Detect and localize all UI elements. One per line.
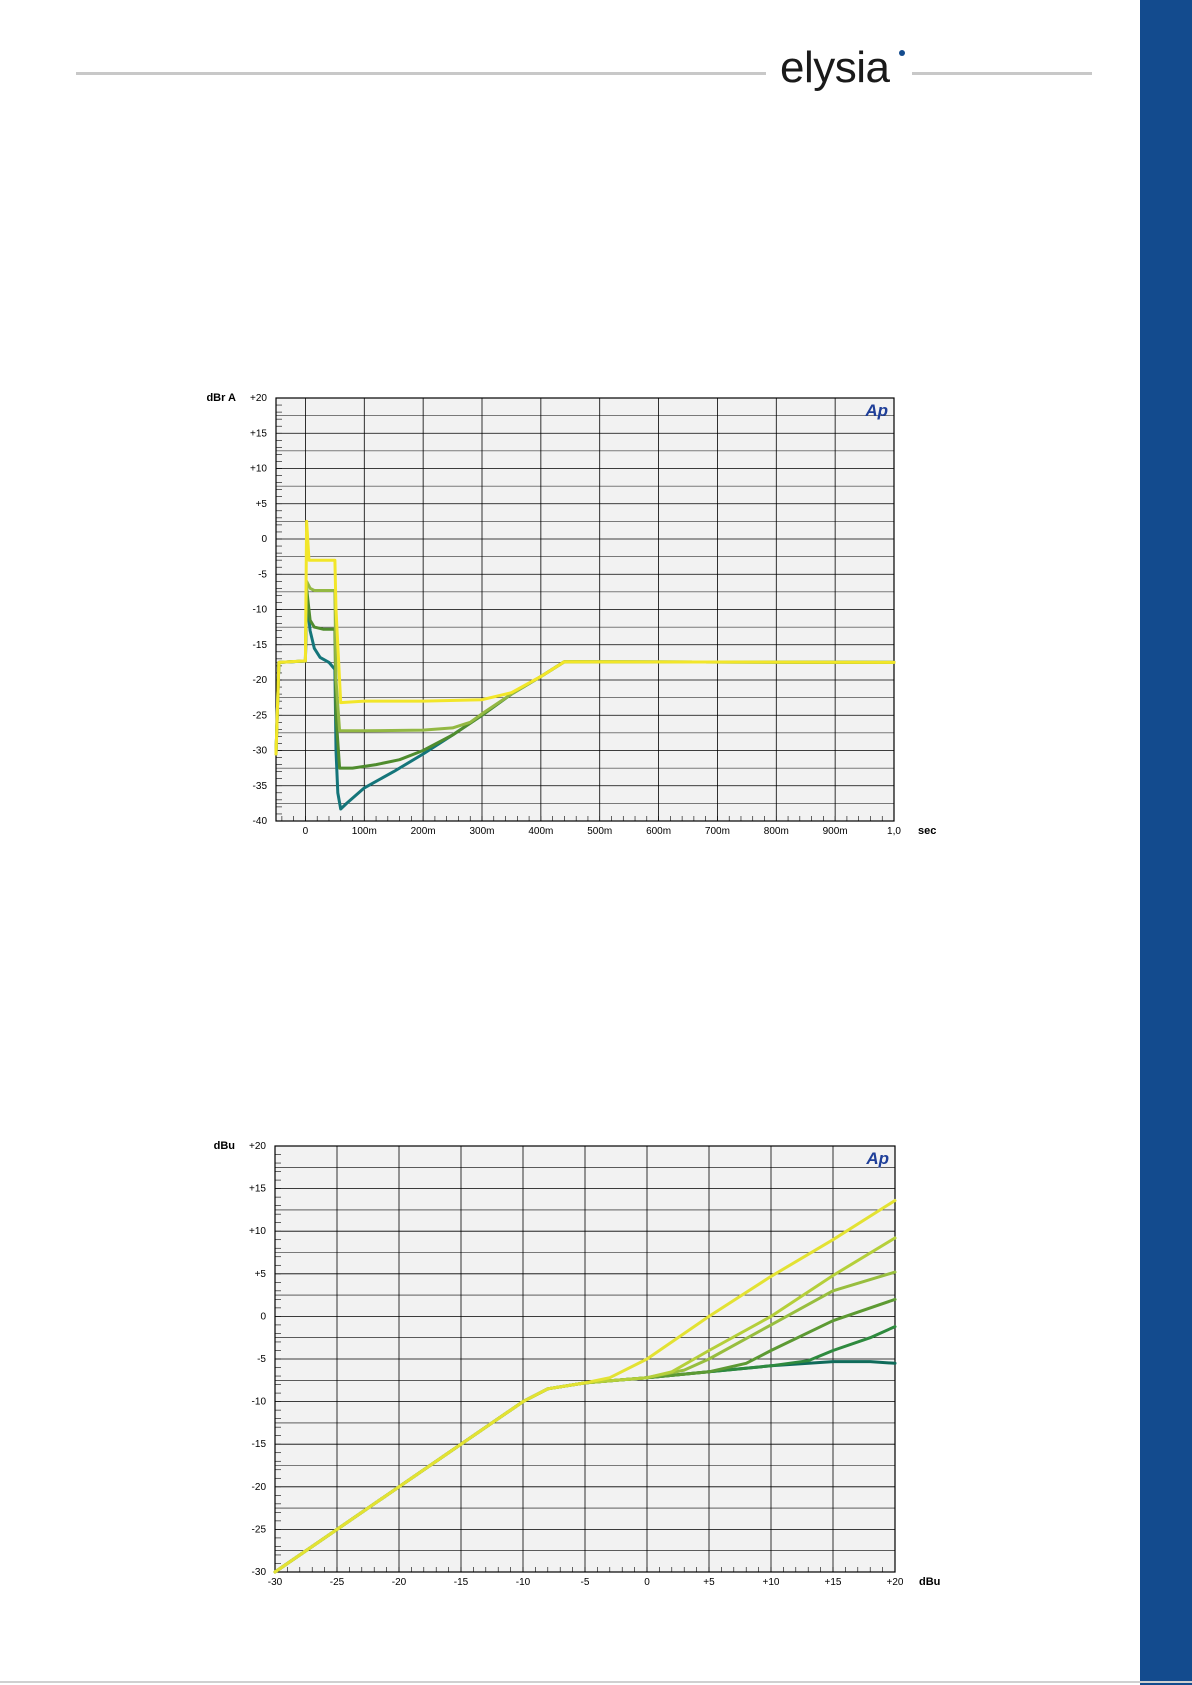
x-tick-label: 100m [352, 826, 377, 837]
y-tick-label: -30 [252, 1567, 267, 1578]
ap-watermark: Ap [864, 401, 888, 420]
y-tick-label: -15 [253, 640, 268, 651]
y-tick-label: -20 [253, 675, 268, 686]
x-tick-label: 900m [823, 826, 848, 837]
y-tick-label: -40 [253, 816, 268, 827]
x-tick-label: 600m [646, 826, 671, 837]
y-tick-label: -10 [253, 605, 268, 616]
x-tick-label: 500m [587, 826, 612, 837]
footer-rule [0, 1681, 1192, 1683]
logo-dot-icon [899, 50, 905, 56]
y-tick-label: -35 [253, 781, 268, 792]
brand-logo: elysia [780, 43, 890, 92]
y-tick-label: 0 [260, 1311, 266, 1322]
x-tick-label: -10 [516, 1577, 531, 1588]
x-tick-label: 1,0 [887, 826, 901, 837]
x-axis-label: sec [918, 825, 936, 837]
y-tick-label: -25 [252, 1524, 267, 1535]
series-line [274, 519, 896, 756]
header-rule-right [912, 72, 1092, 75]
y-tick-label: -5 [258, 569, 267, 580]
x-tick-label: -30 [268, 1577, 283, 1588]
y-tick-label: +20 [249, 1141, 266, 1152]
y-tick-label: +15 [249, 1184, 266, 1195]
x-tick-label: +5 [703, 1577, 715, 1588]
chart-attack-release-time: 0 100m 200m 300m 400m 500m 600m 700m 800m 900m 1,0… [206, 392, 936, 837]
x-tick-label: 800m [764, 826, 789, 837]
x-tick-label: +10 [763, 1577, 780, 1588]
series-line [273, 1199, 897, 1574]
x-tick-label: -5 [581, 1577, 590, 1588]
y-tick-label: +15 [250, 428, 267, 439]
y-tick-label: -5 [257, 1354, 266, 1365]
x-tick-label: 200m [411, 826, 436, 837]
y-tick-label: -20 [252, 1482, 267, 1493]
x-tick-label: 400m [528, 826, 553, 837]
x-tick-label: 700m [705, 826, 730, 837]
x-tick-label: -15 [454, 1577, 469, 1588]
x-tick-label: 300m [469, 826, 494, 837]
y-tick-label: 0 [261, 534, 267, 545]
x-axis-label: dBu [919, 1576, 940, 1588]
y-axis-label: dBu [214, 1140, 235, 1152]
y-axis-label: dBr A [206, 392, 236, 404]
y-tick-label: -15 [252, 1439, 267, 1450]
x-tick-label: 0 [644, 1577, 650, 1588]
y-tick-label: +5 [255, 1269, 267, 1280]
y-tick-label: +10 [249, 1226, 266, 1237]
x-tick-label: +20 [887, 1577, 904, 1588]
x-tick-label: 0 [303, 826, 309, 837]
y-tick-label: +10 [250, 464, 267, 475]
x-tick-label: -25 [330, 1577, 345, 1588]
header-rule-left [76, 72, 766, 75]
y-tick-label: -10 [252, 1397, 267, 1408]
side-color-bar [1140, 0, 1192, 1685]
y-tick-label: -30 [253, 746, 268, 757]
x-tick-label: -20 [392, 1577, 407, 1588]
ap-watermark: Ap [865, 1149, 889, 1168]
y-tick-label: +5 [256, 499, 268, 510]
y-tick-label: -25 [253, 710, 268, 721]
y-tick-label: +20 [250, 393, 267, 404]
x-tick-label: +15 [825, 1577, 842, 1588]
chart-transfer-curve: -30 -25 -20 -15 -10 -5 0 +5 +10 +15 +20 +20 +15 +10 +5… [214, 1140, 941, 1588]
